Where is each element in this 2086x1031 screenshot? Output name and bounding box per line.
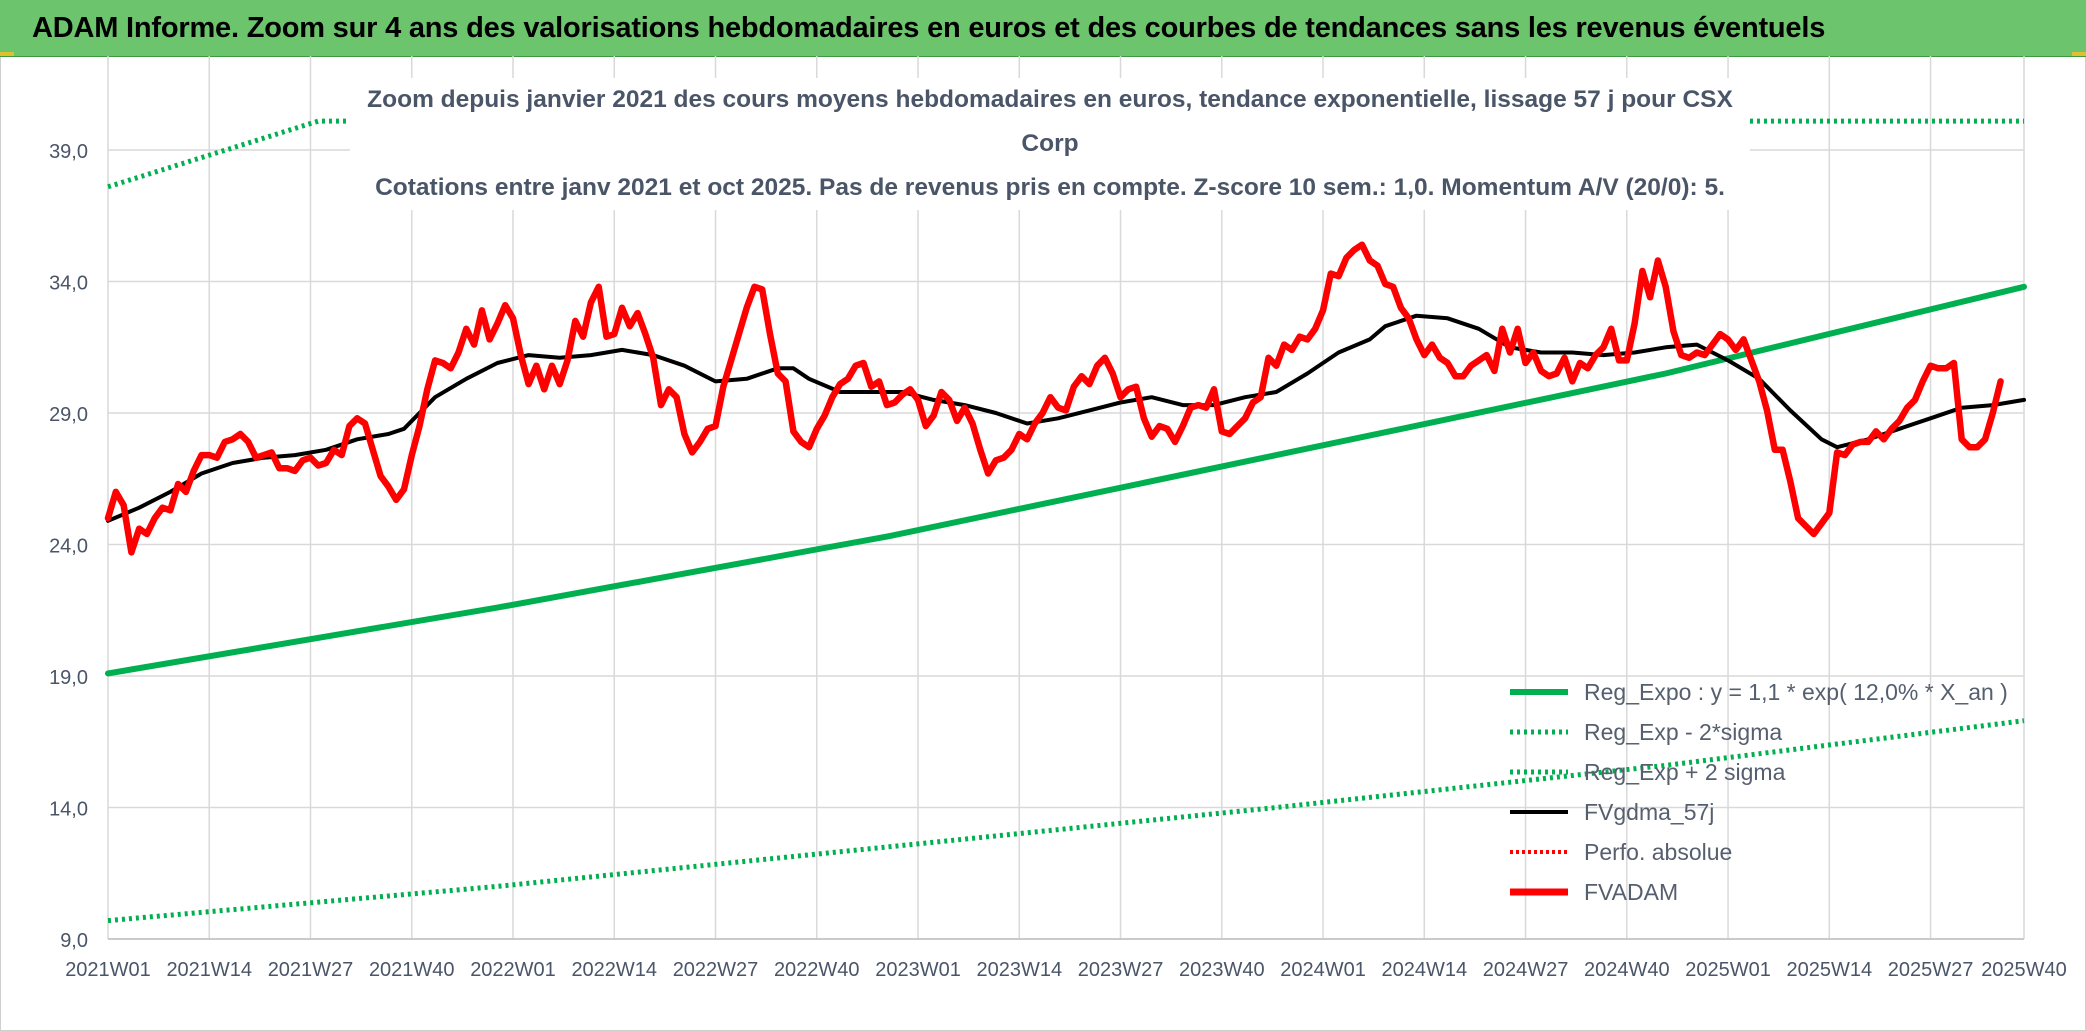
x-tick-label: 2022W01 (470, 959, 556, 981)
x-tick-label: 2025W01 (1685, 959, 1771, 981)
y-tick-label: 39,0 (49, 141, 88, 163)
legend-item-perfo: Perfo. absolue (1508, 832, 2008, 872)
legend-swatch-fvadam (1508, 884, 1570, 900)
x-tick-label: 2021W40 (369, 959, 455, 981)
banner-title: ADAM Informe. Zoom sur 4 ans des valoris… (32, 12, 1825, 45)
x-tick-label: 2022W14 (571, 959, 657, 981)
series-fvadam (108, 245, 2001, 553)
legend-swatch-perfo (1508, 844, 1570, 860)
x-tick-label: 2022W27 (673, 959, 759, 981)
chart-legend: Reg_Expo : y = 1,1 * exp( 12,0% * X_an )… (1508, 672, 2008, 912)
chart-title-box: Zoom depuis janvier 2021 des cours moyen… (350, 78, 1750, 210)
legend-item-reg-expo: Reg_Expo : y = 1,1 * exp( 12,0% * X_an ) (1508, 672, 2008, 712)
y-tick-label: 29,0 (49, 404, 88, 426)
legend-item-reg-plus: Reg_Exp + 2 sigma (1508, 752, 2008, 792)
x-tick-label: 2023W40 (1179, 959, 1265, 981)
x-tick-label: 2021W27 (268, 959, 354, 981)
x-tick-label: 2021W01 (65, 959, 151, 981)
legend-label-reg-minus: Reg_Exp - 2*sigma (1584, 719, 1782, 746)
x-tick-label: 2023W14 (976, 959, 1062, 981)
legend-swatch-reg-minus (1508, 724, 1570, 740)
y-tick-label: 19,0 (49, 667, 88, 689)
y-tick-label: 9,0 (60, 930, 88, 952)
y-axis: 9,0 14,0 19,0 24,0 29,0 34,0 39,0 (49, 141, 88, 952)
chart-subtitle: Cotations entre janv 2021 et oct 2025. P… (350, 166, 1750, 210)
legend-label-perfo: Perfo. absolue (1584, 839, 1732, 866)
legend-label-fvadam: FVADAM (1584, 879, 1678, 906)
x-tick-label: 2021W14 (166, 959, 252, 981)
y-tick-label: 14,0 (49, 799, 88, 821)
legend-swatch-fvgdma (1508, 804, 1570, 820)
x-tick-label: 2023W27 (1078, 959, 1164, 981)
chart-title: Zoom depuis janvier 2021 des cours moyen… (350, 78, 1750, 166)
x-tick-label: 2022W40 (774, 959, 860, 981)
x-tick-label: 2024W14 (1381, 959, 1467, 981)
legend-label-reg-expo: Reg_Expo : y = 1,1 * exp( 12,0% * X_an ) (1584, 679, 2008, 706)
legend-item-reg-minus: Reg_Exp - 2*sigma (1508, 712, 2008, 752)
x-tick-label: 2025W27 (1888, 959, 1974, 981)
legend-swatch-reg-plus (1508, 764, 1570, 780)
x-tick-label: 2025W14 (1786, 959, 1872, 981)
x-axis: 2021W01 2021W14 2021W27 2021W40 2022W01 2022W… (65, 959, 2067, 981)
legend-swatch-reg-expo (1508, 684, 1570, 700)
legend-item-fvadam: FVADAM (1508, 872, 2008, 912)
legend-label-fvgdma: FVgdma_57j (1584, 799, 1714, 826)
y-tick-label: 34,0 (49, 273, 88, 295)
legend-label-reg-plus: Reg_Exp + 2 sigma (1584, 759, 1785, 786)
x-tick-label: 2023W01 (875, 959, 961, 981)
top-banner: ADAM Informe. Zoom sur 4 ans des valoris… (0, 0, 2086, 57)
x-tick-label: 2024W01 (1280, 959, 1366, 981)
x-tick-label: 2024W40 (1584, 959, 1670, 981)
x-tick-label: 2024W27 (1483, 959, 1569, 981)
legend-item-fvgdma: FVgdma_57j (1508, 792, 2008, 832)
y-tick-label: 24,0 (49, 536, 88, 558)
x-tick-label: 2025W40 (1981, 959, 2067, 981)
